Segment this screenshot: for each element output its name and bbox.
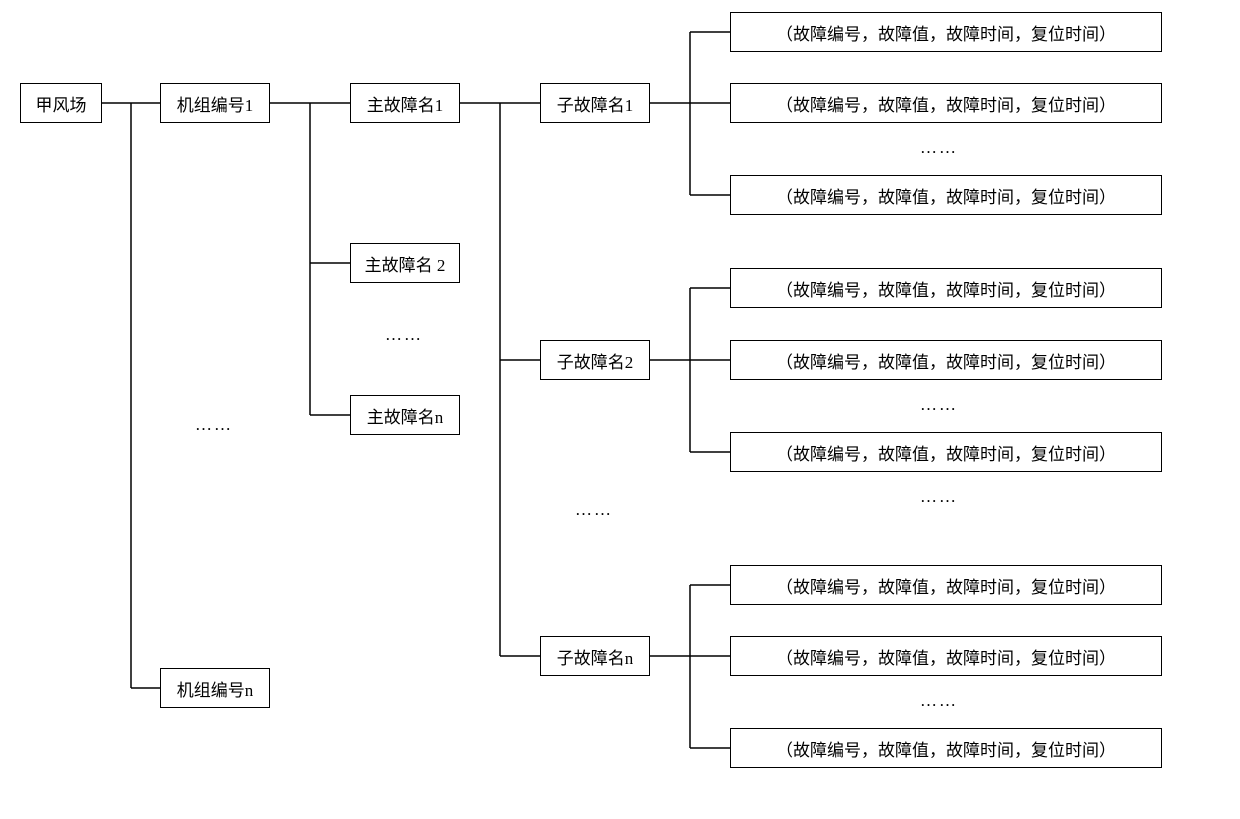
record-g3-1: （故障编号，故障值，故障时间，复位时间） [730,565,1162,605]
record-g1-ellipsis: …… [920,138,958,158]
main-fault-ellipsis: …… [385,325,423,345]
record-g2-3: （故障编号，故障值，故障时间，复位时间） [730,432,1162,472]
unit-node-n: 机组编号n [160,668,270,708]
unit-ellipsis: …… [195,415,233,435]
record-g1-3: （故障编号，故障值，故障时间，复位时间） [730,175,1162,215]
record-g3-ellipsis: …… [920,691,958,711]
record-g3-3: （故障编号，故障值，故障时间，复位时间） [730,728,1162,768]
record-g1-1: （故障编号，故障值，故障时间，复位时间） [730,12,1162,52]
record-groups-ellipsis: …… [920,487,958,507]
record-g2-2: （故障编号，故障值，故障时间，复位时间） [730,340,1162,380]
sub-fault-2: 子故障名2 [540,340,650,380]
record-g2-1: （故障编号，故障值，故障时间，复位时间） [730,268,1162,308]
record-g2-ellipsis: …… [920,395,958,415]
sub-fault-ellipsis: …… [575,500,613,520]
unit-node-1: 机组编号1 [160,83,270,123]
main-fault-1: 主故障名1 [350,83,460,123]
sub-fault-n: 子故障名n [540,636,650,676]
sub-fault-1: 子故障名1 [540,83,650,123]
root-node: 甲风场 [20,83,102,123]
record-g3-2: （故障编号，故障值，故障时间，复位时间） [730,636,1162,676]
main-fault-n: 主故障名n [350,395,460,435]
main-fault-2: 主故障名 2 [350,243,460,283]
record-g1-2: （故障编号，故障值，故障时间，复位时间） [730,83,1162,123]
